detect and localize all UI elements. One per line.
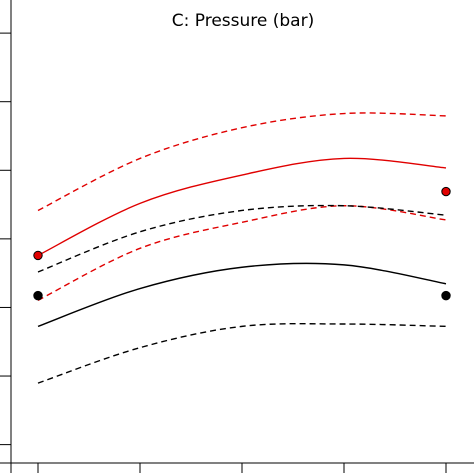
series-line-red-dashed	[37, 112, 447, 212]
data-point	[441, 290, 451, 301]
chart-title: C: Pressure (bar)	[172, 11, 314, 31]
data-point	[33, 290, 43, 301]
series-line-black-solid	[37, 262, 447, 328]
data-point	[441, 186, 451, 197]
series-lines	[37, 112, 447, 384]
axis-ticks	[0, 32, 447, 473]
data-point	[33, 250, 43, 261]
data-points	[33, 186, 451, 301]
series-line-red-solid	[37, 157, 447, 257]
series-line-black-dashed	[37, 204, 447, 273]
series-line-black-dashed	[37, 322, 447, 384]
